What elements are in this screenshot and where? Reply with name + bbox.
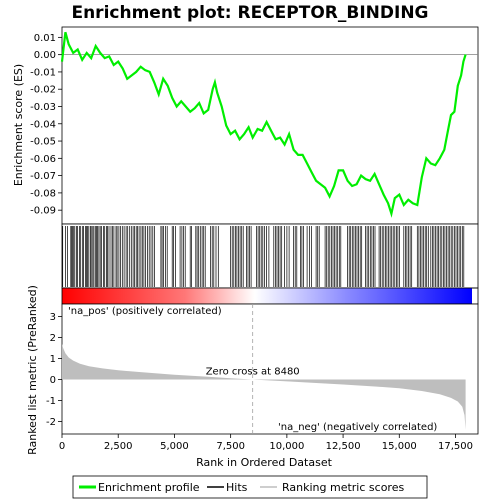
enrichment-plot-frame bbox=[62, 27, 478, 224]
enrichment-panel: 0.01 0.00 -0.01 -0.02 -0.03 -0.04 -0.05 -0.06 -0… bbox=[12, 27, 478, 224]
x-axis-ticks: 0 2,500 5,000 7,500 10,000 12,500 15,000 17,500 bbox=[59, 434, 473, 452]
zero-cross-label: Zero cross at 8480 bbox=[206, 366, 300, 377]
legend-label-enrichment: Enrichment profile bbox=[98, 481, 200, 494]
es-y-tick-label: -0.06 bbox=[30, 154, 56, 165]
metric-y-tick-label: 3 bbox=[50, 312, 56, 323]
legend-label-metric: Ranking metric scores bbox=[282, 481, 404, 494]
hits-panel bbox=[62, 224, 478, 288]
es-y-tick-label: -0.01 bbox=[30, 67, 56, 78]
legend-label-hits: Hits bbox=[226, 481, 248, 494]
metric-panel: Zero cross at 8480 'na_pos' (positively … bbox=[26, 285, 478, 455]
positive-correlation-label: 'na_pos' (positively correlated) bbox=[68, 306, 222, 317]
legend: Enrichment profile Hits Ranking metric s… bbox=[73, 476, 427, 498]
x-tick-label: 17,500 bbox=[438, 441, 473, 452]
es-y-tick-label: 0.01 bbox=[34, 33, 56, 44]
x-axis-label: Rank in Ordered Dataset bbox=[196, 456, 333, 469]
es-y-axis-label: Enrichment score (ES) bbox=[12, 64, 25, 186]
es-y-tick-label: -0.05 bbox=[30, 137, 56, 148]
es-y-tick-label: -0.02 bbox=[30, 85, 56, 96]
rank-gradient-bar bbox=[62, 288, 472, 304]
metric-y-tick-label: 2 bbox=[50, 333, 56, 344]
x-tick-label: 12,500 bbox=[326, 441, 361, 452]
x-tick-label: 2,500 bbox=[104, 441, 133, 452]
x-tick-label: 5,000 bbox=[160, 441, 189, 452]
metric-y-tick-label: -1 bbox=[46, 396, 56, 407]
x-tick-label: 15,000 bbox=[382, 441, 417, 452]
x-tick-label: 0 bbox=[59, 441, 65, 452]
es-y-tick-label: -0.03 bbox=[30, 102, 56, 113]
x-tick-label: 10,000 bbox=[269, 441, 304, 452]
es-y-tick-label: -0.07 bbox=[30, 171, 56, 182]
es-y-tick-label: 0.00 bbox=[34, 50, 56, 61]
metric-y-tick-label: -2 bbox=[46, 417, 56, 428]
es-y-tick-label: -0.04 bbox=[30, 119, 56, 130]
negative-correlation-label: 'na_neg' (negatively correlated) bbox=[278, 422, 437, 433]
es-y-tick-label: -0.09 bbox=[30, 206, 56, 217]
chart-title: Enrichment plot: RECEPTOR_BINDING bbox=[71, 3, 428, 23]
rank-gradient-panel bbox=[62, 288, 478, 304]
x-tick-label: 7,500 bbox=[216, 441, 245, 452]
metric-y-tick-label: 0 bbox=[50, 375, 56, 386]
es-y-ticks: 0.01 0.00 -0.01 -0.02 -0.03 -0.04 -0.05 -0.06 -0… bbox=[30, 33, 62, 217]
es-y-tick-label: -0.08 bbox=[30, 188, 56, 199]
metric-y-tick-label: 1 bbox=[50, 354, 56, 365]
metric-y-axis-label: Ranked list metric (PreRanked) bbox=[26, 285, 39, 455]
metric-y-ticks: 3 2 1 0 -1 -2 bbox=[46, 312, 62, 428]
